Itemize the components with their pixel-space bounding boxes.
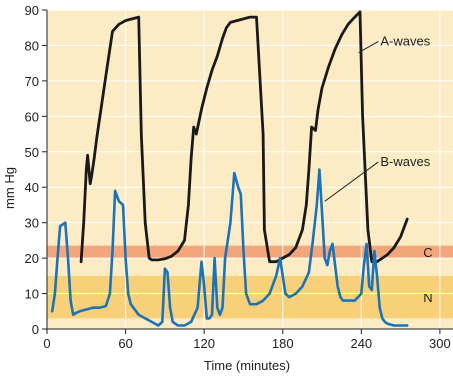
annotation-label: A-waves [380,33,430,48]
y-tick-label: 90 [25,3,39,18]
y-tick-label: 60 [25,109,39,124]
y-tick-label: 50 [25,145,39,160]
x-tick-label: 300 [429,336,451,351]
x-tick-label: 0 [43,336,50,351]
bands-layer: CN [47,245,453,319]
y-tick-label: 0 [32,322,39,337]
y-tick-label: 80 [25,38,39,53]
y-tick-label: 70 [25,74,39,89]
series-line-a-waves [79,10,409,264]
x-tick-label: 60 [118,336,132,351]
series-line-b-waves [50,168,409,327]
series-layer [50,10,409,327]
band-label-c: C [423,245,432,260]
y-tick-label: 40 [25,180,39,195]
ticks-layer: 0 60 120 180 240 300 0 10 20 30 40 50 60 70 80 90 [25,3,451,351]
y-tick-label: 10 [25,287,39,302]
x-axis-title: Time (minutes) [204,358,290,373]
band-c [47,245,453,259]
annotation-layer: A-waves B-waves [324,33,431,202]
annotation-leader [324,161,379,202]
band-label-n: N [423,290,432,305]
annotation-leader [358,41,379,53]
y-tick-label: 30 [25,216,39,231]
x-tick-label: 180 [272,336,294,351]
band-n [47,275,453,319]
x-tick-label: 240 [350,336,372,351]
y-tick-label: 20 [25,251,39,266]
annotation-label: B-waves [380,154,430,169]
x-tick-label: 120 [193,336,215,351]
y-axis-title: mm Hg [2,167,17,209]
